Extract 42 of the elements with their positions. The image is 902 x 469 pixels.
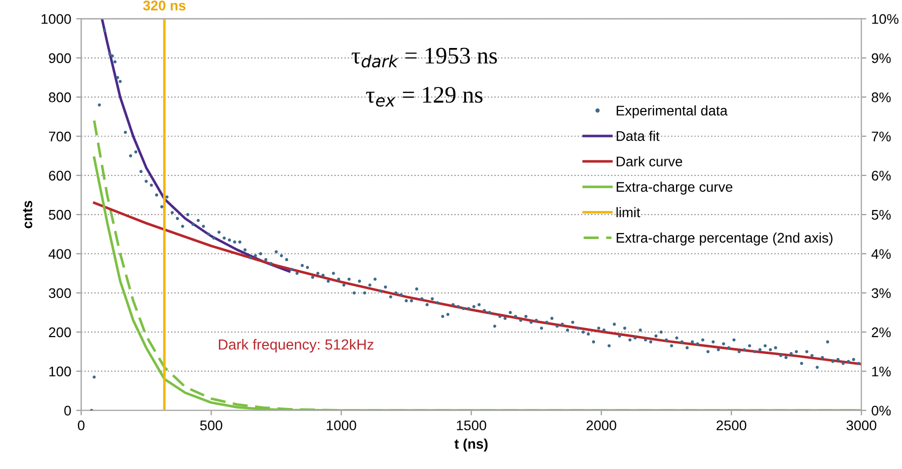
y2-tick-label: 6%: [872, 170, 891, 181]
x-tick-label: 1000: [326, 420, 356, 430]
y2-tick-label: 8%: [872, 92, 891, 102]
y-tick-label: 600: [48, 170, 71, 181]
y-tick-label: 900: [48, 53, 71, 64]
x-tick-label: 0: [78, 420, 84, 430]
legend-label: Data fit: [616, 130, 660, 141]
y2-tick-label: 5%: [872, 210, 891, 220]
y-tick-label: 1000: [42, 14, 71, 24]
y-tick-label: 200: [48, 327, 71, 338]
x-axis-title: t (ns): [454, 438, 488, 452]
legend-label: Dark curve: [616, 156, 682, 166]
x-tick-label: 3000: [846, 420, 876, 430]
y-tick-label: 800: [48, 92, 71, 102]
legend-label: Experimental data: [616, 105, 728, 118]
y2-tick-label: 10%: [872, 14, 898, 24]
y-tick-label: 300: [48, 288, 71, 298]
y2-tick-label: 3%: [872, 288, 891, 298]
y2-tick-label: 0%: [872, 406, 891, 416]
y-tick-label: 500: [48, 210, 71, 220]
x-tick-label: 1500: [456, 420, 486, 430]
x-tick-label: 2500: [716, 420, 746, 430]
x-tick-label: 2000: [586, 420, 616, 430]
y-tick-label: 700: [49, 132, 71, 142]
legend-label: Extra-charge curve: [616, 182, 732, 195]
line-series: [92, 202, 862, 366]
y2-tick-label: 4%: [871, 249, 891, 259]
y-tick-label: 400: [48, 249, 71, 259]
legend-label: Extra-charge percentage (2nd axis): [616, 232, 832, 246]
y2-tick-label: 1%: [872, 366, 891, 376]
y2-tick-label: 7%: [872, 132, 891, 142]
y-tick-label: 100: [49, 366, 71, 376]
y-axis-title: cnts: [23, 200, 32, 228]
x-tick-label: 500: [200, 420, 222, 430]
annotation: τ$_{dark}$ = 1953 ns: [352, 48, 497, 68]
y-tick-label: 0: [64, 406, 71, 416]
y2-tick-label: 2%: [872, 327, 891, 338]
legend-label: limit: [616, 207, 640, 218]
y2-tick-label: 9%: [872, 53, 891, 64]
annotation: 320 ns: [143, 0, 186, 10]
annotation: Dark frequency: 512kHz: [218, 338, 374, 353]
annotation: τ$_{ex}$ = 129 ns: [366, 86, 482, 107]
